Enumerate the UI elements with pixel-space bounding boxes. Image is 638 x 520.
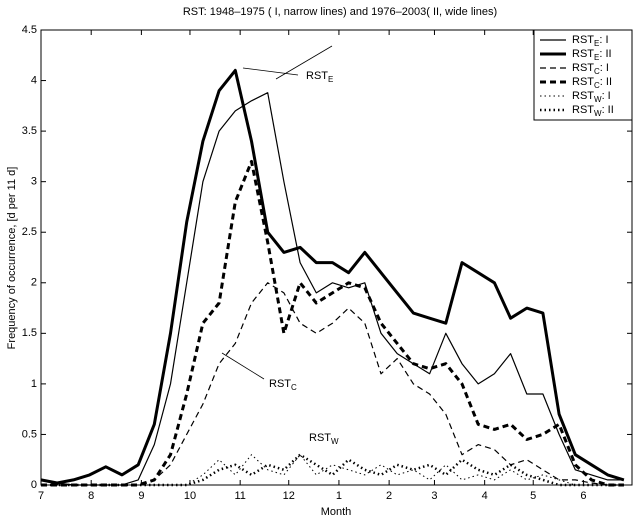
legend-label: RSTE: II xyxy=(572,48,612,62)
legend-label: RSTW: I xyxy=(572,90,611,104)
legend-subscript: E xyxy=(594,53,599,62)
legend-suffix: : I xyxy=(602,90,611,102)
x-tick-label: 10 xyxy=(184,490,196,502)
plot-frame xyxy=(40,29,633,486)
annotation-subscript: C xyxy=(291,383,297,392)
series-line xyxy=(40,92,624,486)
x-tick-label: 11 xyxy=(234,490,245,502)
x-tick-label: 6 xyxy=(580,490,586,502)
legend-label: RSTC: I xyxy=(572,62,609,76)
legend-suffix: : II xyxy=(602,104,614,116)
y-tick-label: 0 xyxy=(31,479,37,491)
annotation-text: RST xyxy=(269,378,291,390)
leader-line xyxy=(221,352,265,380)
y-axis-label: Frequency of occurrence, [d per 11 d] xyxy=(6,167,18,350)
y-tick-label: 2.5 xyxy=(22,226,37,238)
legend-name: RST xyxy=(572,104,594,116)
annotation-text: RST xyxy=(306,70,328,82)
x-axis-label: Month xyxy=(321,506,352,518)
annotation: RSTE xyxy=(306,70,333,84)
x-tick-label: 3 xyxy=(431,490,437,502)
y-tick-label: 2 xyxy=(31,277,37,289)
annotation-subscript: W xyxy=(331,437,339,446)
leader-line xyxy=(242,67,299,76)
x-tick-label: 1 xyxy=(336,490,342,502)
legend-subscript: C xyxy=(594,67,600,76)
legend-suffix: : I xyxy=(600,62,609,74)
legend-box xyxy=(533,29,633,121)
series-line xyxy=(41,453,624,487)
y-tick-label: 4 xyxy=(31,74,37,86)
y-tick-label: 1.5 xyxy=(22,327,37,339)
leader-line xyxy=(275,45,333,80)
legend-subscript: W xyxy=(594,95,602,104)
legend-suffix: : I xyxy=(599,34,608,46)
legend-name: RST xyxy=(572,34,594,46)
y-tick-label: 3 xyxy=(31,176,37,188)
annotation-subscript: E xyxy=(328,75,333,84)
x-tick-label: 7 xyxy=(38,490,44,502)
annotation-text: RST xyxy=(309,432,331,444)
y-tick-label: 4.5 xyxy=(22,24,37,36)
legend-subscript: E xyxy=(594,39,599,48)
x-tick-label: 4 xyxy=(482,490,488,502)
legend-suffix: : II xyxy=(599,48,611,60)
x-tick-label: 5 xyxy=(530,490,536,502)
y-tick-label: 1 xyxy=(31,378,37,390)
series-line xyxy=(41,282,624,486)
legend-name: RST xyxy=(572,90,594,102)
legend-suffix: : II xyxy=(600,76,612,88)
legend-name: RST xyxy=(572,48,594,60)
legend-label: RSTE: I xyxy=(572,34,609,48)
legend-name: RST xyxy=(572,62,594,74)
x-tick-label: 9 xyxy=(138,490,144,502)
series-line xyxy=(41,159,624,487)
legend-subscript: W xyxy=(594,109,602,118)
legend-label: RSTC: II xyxy=(572,76,612,90)
x-tick-label: 8 xyxy=(88,490,94,502)
y-tick-label: 0.5 xyxy=(22,428,37,440)
legend-label: RSTW: II xyxy=(572,104,614,118)
chart-title: RST: 1948–1975 ( I, narrow lines) and 19… xyxy=(183,6,497,18)
x-tick-label: 2 xyxy=(386,490,392,502)
legend-name: RST xyxy=(572,76,594,88)
x-tick-label: 12 xyxy=(283,490,295,502)
annotation: RSTC xyxy=(269,378,297,392)
series-line xyxy=(40,68,625,485)
legend-subscript: C xyxy=(594,81,600,90)
annotation: RSTW xyxy=(309,432,339,446)
y-tick-label: 3.5 xyxy=(22,125,37,137)
